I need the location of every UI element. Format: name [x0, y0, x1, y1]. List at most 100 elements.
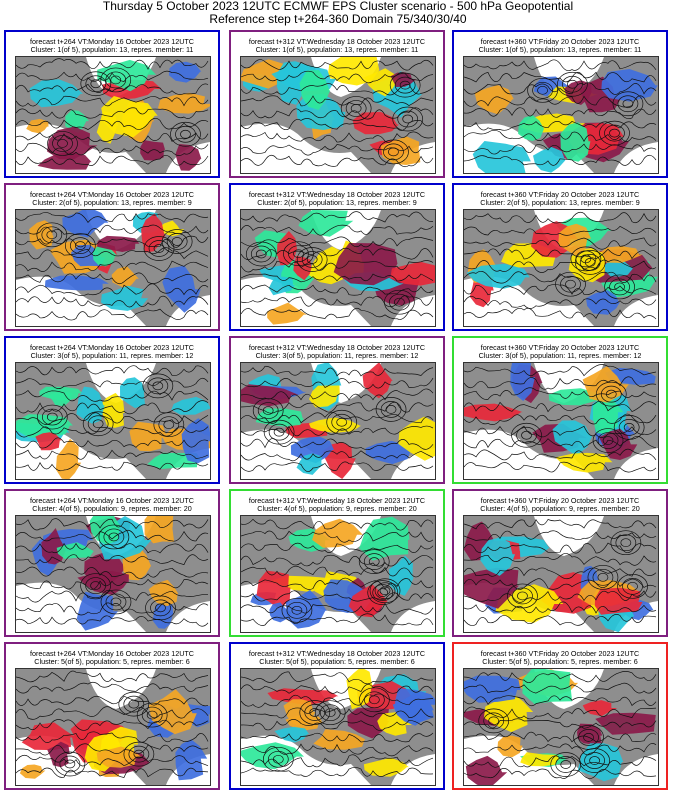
contour-line [16, 449, 209, 460]
contour-line [145, 595, 176, 621]
contour-line [464, 448, 657, 461]
geopotential-map [463, 668, 659, 786]
ocean-area [391, 295, 435, 326]
contour-line [483, 712, 505, 730]
cluster-panel: forecast t+312 VT:Wednesday 18 October 2… [229, 642, 445, 790]
anomaly-shading [290, 435, 334, 464]
forecast-caption: forecast t+312 VT:Wednesday 18 October 2… [248, 649, 426, 658]
contour-line [241, 718, 434, 731]
contour-line [301, 251, 323, 268]
anomaly-shading [522, 669, 573, 704]
contour-line [241, 683, 434, 694]
geopotential-map [15, 56, 211, 174]
anomaly-shading [141, 213, 166, 253]
forecast-caption: forecast t+264 VT:Monday 16 October 2023… [29, 649, 194, 658]
contour-line [52, 135, 73, 152]
contour-line [262, 406, 274, 415]
contour-line [123, 695, 145, 713]
contour-line [241, 707, 434, 719]
forecast-caption: forecast t+360 VT:Friday 20 October 2023… [480, 343, 640, 352]
contour-line [464, 376, 657, 390]
anomaly-shading [296, 453, 324, 475]
contour-line [241, 577, 434, 590]
anomaly-shading [97, 235, 140, 252]
contour-line [268, 423, 290, 441]
contour-line [16, 308, 209, 321]
contour-line [306, 255, 318, 264]
page-subtitle: Reference step t+264-360 Domain 75/340/3… [209, 12, 467, 26]
contour-line [394, 76, 416, 94]
forecast-caption: forecast t+264 VT:Monday 16 October 2023… [29, 37, 194, 46]
contour-line [369, 695, 380, 705]
contour-line [599, 120, 630, 146]
contour-line [241, 518, 434, 531]
contour-line [47, 131, 78, 156]
contour-line [464, 154, 657, 166]
cluster-caption: Cluster: 5(of 5), population: 5, repres.… [482, 657, 638, 666]
cluster-panel: forecast t+264 VT:Monday 16 October 2023… [4, 336, 220, 484]
contour-line [464, 590, 657, 603]
contour-line [464, 682, 657, 694]
contour-line [241, 590, 434, 602]
contour-line [241, 732, 434, 743]
contour-line [584, 752, 605, 769]
anomaly-shading [483, 692, 534, 733]
contour-line [609, 278, 630, 296]
contour-line [464, 768, 657, 779]
anomaly-shading [601, 69, 658, 102]
contour-line [517, 591, 528, 601]
contour-line [16, 400, 209, 415]
anomaly-shading [352, 111, 399, 135]
contour-line [399, 80, 411, 90]
anomaly-shading [96, 110, 119, 144]
contour-line [464, 743, 657, 756]
contour-line [241, 542, 434, 553]
contour-line [16, 554, 209, 566]
contour-line [281, 597, 313, 623]
anomaly-shading [175, 739, 208, 781]
contour-line [560, 760, 572, 769]
anomaly-shading [41, 528, 66, 565]
contour-line [241, 95, 434, 107]
contour-line [293, 249, 304, 259]
contour-line [296, 247, 328, 272]
ocean-area [464, 276, 594, 326]
anomaly-shading [26, 118, 49, 134]
contour-line [623, 423, 635, 432]
contour-line [617, 573, 648, 599]
geopotential-map [15, 209, 211, 327]
contour-line [16, 589, 209, 603]
geopotential-map [463, 56, 659, 174]
contour-line [627, 581, 638, 591]
contour-line [90, 79, 102, 89]
anomaly-shading [582, 700, 618, 717]
contour-line [345, 100, 367, 117]
contour-line [46, 230, 58, 240]
cluster-caption: Cluster: 2(of 5), population: 13, repres… [32, 198, 192, 207]
ocean-area [614, 295, 658, 326]
contour-line [617, 95, 639, 113]
contour-line [464, 259, 657, 273]
contour-line [128, 699, 140, 709]
contour-line [464, 413, 657, 426]
cluster-panel: forecast t+264 VT:Monday 16 October 2023… [4, 489, 220, 637]
contour-line [464, 706, 657, 720]
contour-line [16, 142, 209, 156]
contour-line [16, 107, 209, 119]
contour-line [464, 225, 657, 236]
contour-line [241, 461, 434, 472]
contour-line [98, 524, 130, 550]
contour-line [241, 377, 434, 389]
contour-line [241, 273, 434, 283]
contour-line [283, 241, 314, 267]
contour-line [375, 397, 407, 422]
contour-line [250, 245, 272, 263]
contour-line [153, 412, 185, 438]
anomaly-shading [241, 742, 304, 770]
cluster-panel: forecast t+312 VT:Wednesday 18 October 2… [229, 30, 445, 178]
contour-line [615, 534, 637, 552]
contour-line [555, 756, 577, 773]
contour-line [153, 244, 165, 253]
cluster-panel: forecast t+312 VT:Wednesday 18 October 2… [229, 336, 445, 484]
contour-line [16, 681, 209, 694]
